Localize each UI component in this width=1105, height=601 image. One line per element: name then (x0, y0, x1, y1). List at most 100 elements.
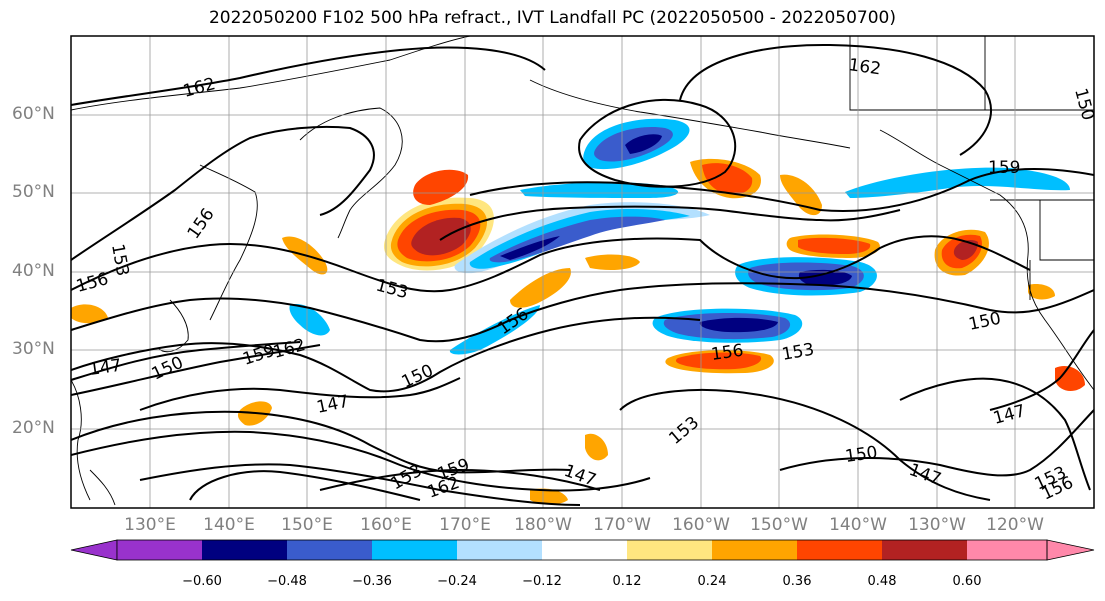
positive-anomaly-patch (1055, 365, 1085, 392)
lon-label-160e: 160°E (360, 515, 412, 535)
colorbar-segment (712, 540, 797, 560)
contour-label: 150 (1070, 86, 1098, 123)
contour-label: 153 (665, 413, 703, 449)
colorbar-tick-label: −0.12 (522, 574, 562, 589)
colorbar-segment (117, 540, 202, 560)
contour-162-lower (71, 344, 321, 396)
map-title: 2022050200 F102 500 hPa refract., IVT La… (208, 8, 896, 28)
colorbar-tick-label: −0.48 (267, 574, 307, 589)
lat-label-20n: 20°N (12, 418, 55, 438)
contour-162-north (71, 46, 546, 106)
colorbar-tick-label: 0.24 (697, 574, 727, 589)
positive-anomaly-patch (702, 163, 753, 195)
contour-147-south-loop (189, 470, 421, 501)
positive-anomaly-patch (585, 433, 608, 461)
lon-label-150e: 150°E (281, 515, 333, 535)
colorbar-tick-label: 0.60 (952, 574, 982, 589)
plot-frame (70, 35, 1095, 509)
contour-label: 156 (74, 269, 111, 297)
contour-156-south (71, 430, 651, 492)
negative-anomaly-patch (520, 182, 679, 198)
colorbar-tick-label: −0.36 (352, 574, 392, 589)
negative-anomaly-patch (289, 304, 330, 336)
lon-label-130e: 130°E (124, 515, 176, 535)
contour-153-east (899, 377, 1091, 491)
contour-162-ne-loop (679, 43, 992, 156)
positive-anomaly-patch (411, 217, 471, 256)
contour-label: 159 (988, 158, 1020, 178)
contour-label: 162 (181, 74, 218, 102)
lon-label-120w: 120°W (986, 515, 1044, 535)
contour-label: 162 (847, 55, 882, 79)
contour-147-lower (139, 377, 461, 411)
positive-anomaly-patch (675, 352, 762, 370)
contour-153-mid (71, 235, 1031, 293)
contour-label: 150 (967, 309, 1003, 335)
contour-159-south (139, 463, 581, 506)
colorbar-segment (372, 540, 457, 560)
colorbar-segment (542, 540, 627, 560)
colorbar-tick-label: 0.12 (612, 574, 642, 589)
contour-150-mid (71, 282, 1094, 343)
contour-147-east (779, 409, 1094, 477)
lon-label-170w: 170°W (593, 515, 651, 535)
contour-label: 147 (88, 356, 123, 380)
negative-anomaly-patch (625, 134, 662, 154)
coastlines (71, 36, 1094, 506)
contour-label: 153 (374, 276, 411, 304)
negative-anomaly-patch (798, 269, 852, 286)
contour-label: 147 (991, 401, 1028, 429)
lon-label-170e: 170°E (439, 515, 491, 535)
contour-label: 162 (271, 335, 308, 363)
colorbar-outline (116, 539, 1048, 561)
map-plot-area: 162 162 159 156 153 156 153 150 147 150 … (71, 36, 1098, 508)
lat-label-30n: 30°N (12, 339, 55, 359)
lon-label-160w: 160°W (672, 515, 730, 535)
colorbar-over-arrow (1046, 539, 1095, 561)
negative-anomaly-patch (699, 317, 778, 333)
contour-156-mid (439, 205, 901, 241)
contour-loop-aleutian (578, 98, 737, 188)
colorbar-segment (797, 540, 882, 560)
negative-anomaly-patch (500, 236, 560, 260)
colorbar-tick-label: 0.36 (782, 574, 812, 589)
lon-label-150w: 150°W (750, 515, 808, 535)
colorbar-segment (627, 540, 712, 560)
lon-label-140e: 140°E (203, 515, 255, 535)
colorbar-segment (967, 540, 1047, 560)
contour-label: 162 (425, 473, 462, 503)
positive-anomaly-patch (780, 174, 822, 216)
colorbar-segment (882, 540, 967, 560)
colorbar-under-arrow (70, 539, 118, 561)
contour-label: 156 (710, 341, 745, 365)
contour-label: 153 (780, 340, 815, 365)
contour-150-south (619, 389, 991, 501)
colorbar (70, 539, 1095, 561)
contour-147-mid (71, 316, 701, 393)
colorbar-segment (287, 540, 372, 560)
lon-label-140w: 140°W (829, 515, 887, 535)
lat-label-50n: 50°N (12, 182, 55, 202)
height-contours (71, 43, 1094, 506)
contour-159-gulf (469, 167, 1094, 212)
colorbar-tick-label: −0.24 (437, 574, 477, 589)
positive-anomaly-patch (1028, 284, 1055, 300)
contour-label: 147 (315, 392, 351, 418)
contour-150-aux (319, 468, 601, 491)
lat-label-60n: 60°N (12, 104, 55, 124)
colorbar-segment (457, 540, 542, 560)
positive-anomaly-patch (71, 304, 108, 324)
contour-label: 150 (844, 443, 879, 467)
lon-label-130w: 130°W (908, 515, 966, 535)
colorbar-tick-label: 0.48 (867, 574, 897, 589)
lat-label-40n: 40°N (12, 261, 55, 281)
lon-label-180w: 180°W (514, 515, 572, 535)
positive-anomaly-patch (953, 240, 978, 260)
graticule (71, 36, 1094, 508)
contour-147-far-east (989, 329, 1094, 411)
contour-156-north (71, 125, 375, 261)
shaded-anomalies (71, 118, 1085, 505)
colorbar-segment (202, 540, 287, 560)
negative-anomaly-patch (845, 167, 1070, 198)
contour-159-lower (71, 341, 301, 381)
